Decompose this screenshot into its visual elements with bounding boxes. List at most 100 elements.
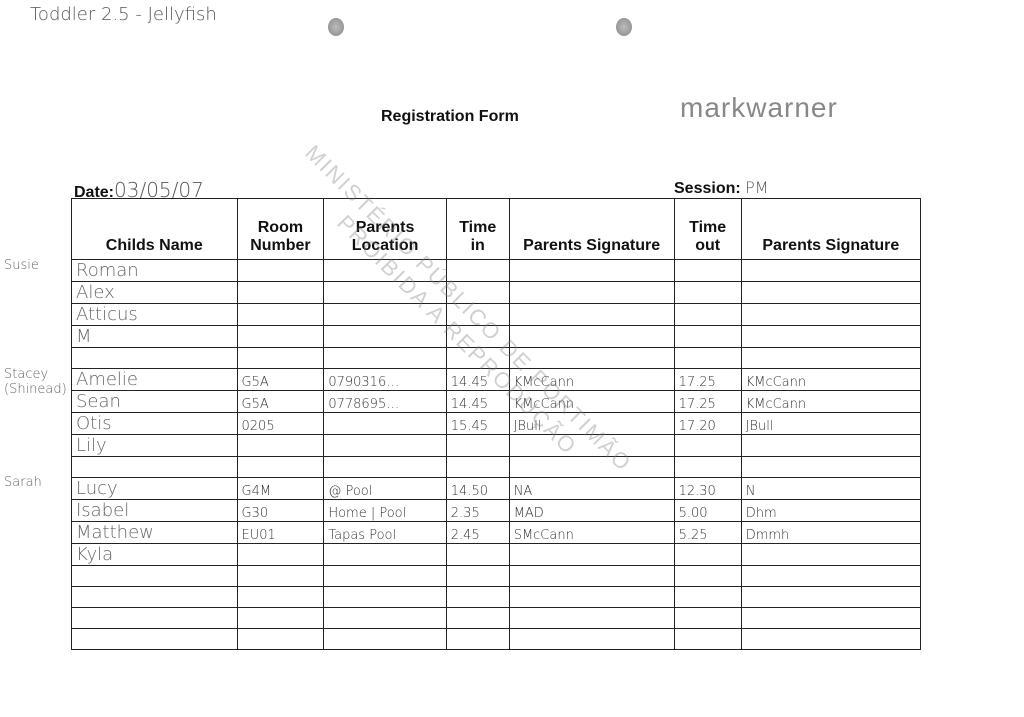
parents-location bbox=[323, 347, 447, 369]
session-field: Session: PM bbox=[674, 178, 769, 198]
parents-signature-out bbox=[740, 565, 922, 587]
parents-location: Home | Pool bbox=[323, 499, 447, 522]
column-header: Parents Signature bbox=[740, 198, 922, 260]
time-out bbox=[673, 347, 742, 369]
table-row bbox=[71, 456, 922, 478]
parents-signature-in: MAD bbox=[508, 499, 675, 522]
time-out bbox=[673, 325, 742, 348]
time-out: 5.25 bbox=[673, 521, 742, 544]
room-number bbox=[236, 434, 325, 457]
parents-location bbox=[323, 543, 447, 566]
parents-signature-in bbox=[508, 281, 675, 304]
parents-signature-in bbox=[508, 628, 675, 650]
room-number: 0205 bbox=[236, 412, 325, 435]
time-out bbox=[673, 281, 742, 304]
time-out bbox=[673, 456, 742, 478]
child-name: Roman bbox=[71, 259, 238, 282]
parents-signature-out: N bbox=[740, 477, 922, 500]
time-in: 14.45 bbox=[445, 368, 510, 391]
room-number: G5A bbox=[236, 390, 325, 413]
room-number bbox=[236, 586, 325, 608]
time-out: 17.20 bbox=[673, 412, 742, 435]
parents-location: 0790316… bbox=[323, 368, 447, 391]
parents-signature-out: Dhm bbox=[740, 499, 922, 522]
parents-signature-out bbox=[740, 586, 922, 608]
room-number: G4M bbox=[236, 477, 325, 500]
time-out bbox=[673, 607, 742, 629]
room-number bbox=[236, 281, 325, 304]
child-name bbox=[71, 565, 238, 587]
parents-signature-in bbox=[508, 565, 675, 587]
table-row: Matthew EU01 Tapas Pool 2.45 SMcCann 5.25 Dmmh bbox=[71, 521, 922, 544]
time-out bbox=[673, 543, 742, 566]
parents-signature-out: JBull bbox=[740, 412, 922, 435]
date-label: Date: bbox=[74, 184, 115, 201]
time-in: 14.45 bbox=[445, 390, 510, 413]
table-row: Kyla bbox=[71, 543, 922, 566]
child-name: Sean bbox=[71, 390, 238, 413]
table-row: Sean G5A 0778695… 14.45 KMcCann 17.25 KMcCann bbox=[71, 390, 922, 413]
parents-signature-out bbox=[740, 456, 922, 478]
parents-location bbox=[323, 565, 447, 587]
table-row: M bbox=[71, 325, 922, 348]
parents-signature-out: KMcCann bbox=[740, 390, 922, 413]
room-number bbox=[236, 628, 325, 650]
table-row: Lily bbox=[71, 434, 922, 457]
time-in: 15.45 bbox=[445, 412, 510, 435]
parents-signature-out bbox=[740, 303, 922, 326]
time-in: 2.45 bbox=[445, 521, 510, 544]
child-name bbox=[71, 456, 238, 478]
parents-signature-in bbox=[508, 259, 675, 282]
time-in: 2.35 bbox=[445, 499, 510, 522]
parents-location bbox=[323, 325, 447, 348]
child-name: Kyla bbox=[71, 543, 238, 566]
time-in bbox=[445, 456, 510, 478]
parents-signature-out bbox=[740, 281, 922, 304]
room-number bbox=[236, 347, 325, 369]
column-header: Childs Name bbox=[71, 198, 238, 260]
child-name: Lily bbox=[71, 434, 238, 457]
time-in bbox=[445, 607, 510, 629]
parents-signature-in bbox=[508, 456, 675, 478]
parents-signature-in bbox=[508, 607, 675, 629]
handwritten-group-note: Toddler 2.5 - Jellyfish bbox=[30, 4, 217, 25]
parents-signature-in bbox=[508, 303, 675, 326]
punch-hole bbox=[616, 18, 632, 36]
child-name: M bbox=[71, 325, 238, 348]
table-row: Lucy G4M @ Pool 14.50 NA 12.30 N bbox=[71, 477, 922, 500]
parents-location bbox=[323, 607, 447, 629]
parents-signature-in: JBull bbox=[508, 412, 675, 435]
parents-signature-out bbox=[740, 325, 922, 348]
child-name: Lucy bbox=[71, 477, 238, 500]
child-name bbox=[71, 586, 238, 608]
time-in bbox=[445, 628, 510, 650]
child-name: Otis bbox=[71, 412, 238, 435]
room-number bbox=[236, 543, 325, 566]
parents-location: @ Pool bbox=[323, 477, 447, 500]
time-out: 5.00 bbox=[673, 499, 742, 522]
child-name bbox=[71, 347, 238, 369]
time-out bbox=[673, 434, 742, 457]
table-row: Otis 0205 15.45 JBull 17.20 JBull bbox=[71, 412, 922, 435]
child-name: Matthew bbox=[71, 521, 238, 544]
time-in bbox=[445, 434, 510, 457]
side-note: Stacey (Shinead) bbox=[4, 366, 67, 397]
punch-hole bbox=[328, 18, 344, 36]
parents-signature-out bbox=[740, 347, 922, 369]
session-value: PM bbox=[745, 178, 769, 197]
child-name: Atticus bbox=[71, 303, 238, 326]
parents-signature-out bbox=[740, 259, 922, 282]
session-label: Session: bbox=[674, 180, 741, 197]
table-row bbox=[71, 347, 922, 369]
room-number: G30 bbox=[236, 499, 325, 522]
parents-signature-in: KMcCann bbox=[508, 390, 675, 413]
parents-location bbox=[323, 434, 447, 457]
parents-signature-in bbox=[508, 543, 675, 566]
registration-table: Childs Name Room Number Parents Location Ti… bbox=[71, 198, 922, 650]
room-number bbox=[236, 325, 325, 348]
parents-location bbox=[323, 412, 447, 435]
time-out bbox=[673, 303, 742, 326]
time-out bbox=[673, 628, 742, 650]
parents-signature-out: Dmmh bbox=[740, 521, 922, 544]
side-note: Sarah bbox=[4, 475, 42, 490]
